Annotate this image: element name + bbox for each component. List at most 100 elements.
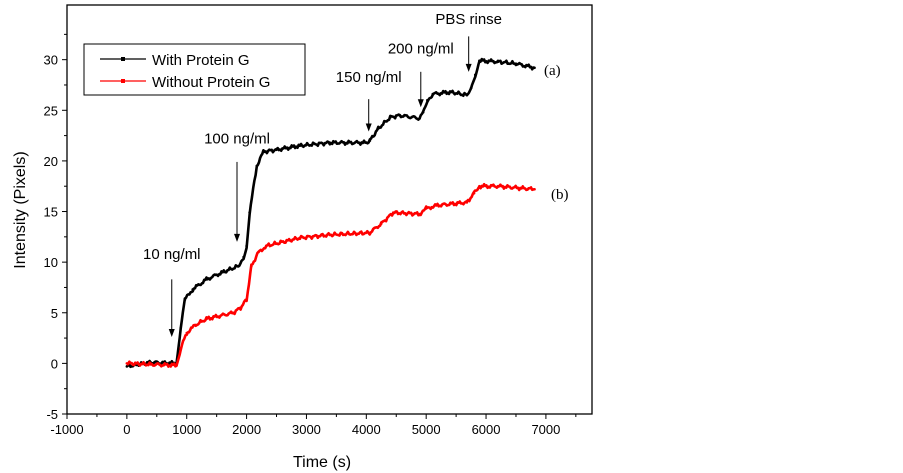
data-point [448,90,452,94]
data-point [185,331,189,335]
data-point [183,298,187,301]
data-point [298,144,302,148]
data-point [379,222,383,225]
y-tick-label: 30 [44,53,58,68]
data-point [232,311,235,315]
series-label-a: (a) [544,63,561,79]
data-point [418,212,421,216]
x-tick-label: 6000 [472,422,501,437]
data-point [205,278,208,281]
annotation-label: PBS rinse [435,11,502,28]
data-point [426,98,429,102]
data-point [262,150,265,154]
data-point [248,211,251,214]
data-point [469,86,473,90]
y-axis: -5 0 5 10 15 20 25 30 [44,33,67,422]
data-point [328,233,332,237]
data-point [255,164,259,168]
data-point [533,187,536,191]
data-point [205,317,208,321]
data-point [298,236,302,240]
series-label-b: (b) [551,187,569,203]
legend: With Protein G Without Protein G [83,43,306,96]
x-tick-label: -1000 [50,422,83,437]
x-tick-label: 3000 [292,422,321,437]
annotation-label: 150 ng/ml [336,69,402,86]
data-point [221,270,224,274]
data-point [149,363,153,366]
annotations: 10 ng/ml 100 ng/ml 150 ng/ml 200 ng/ml PBS r… [143,11,502,338]
data-point [431,92,435,96]
data-point [179,346,183,350]
legend-marker-without-protein-g [121,79,125,83]
data-point [179,326,183,330]
data-point [257,250,260,254]
data-point [368,231,372,235]
y-tick-label: 5 [51,306,58,321]
arrow-head-icon [234,233,241,242]
data-point [514,62,518,66]
y-tick-label: -5 [46,407,58,422]
data-point [245,298,248,301]
data-point [421,111,425,114]
legend-marker-with-protein-g [121,57,125,61]
data-point [496,60,500,63]
x-axis: -1000 0 1000 2000 3000 4000 5000 6000 7000 [50,414,577,437]
annotation-label: 200 ng/ml [388,41,454,58]
x-tick-label: 5000 [412,422,441,437]
data-point [465,93,469,97]
y-axis-label: Intensity (Pixels) [12,151,29,268]
y-tick-label: 10 [44,255,58,270]
annotation-label: 10 ng/ml [143,246,201,263]
data-point [465,201,469,204]
data-point [245,244,248,248]
data-point [424,207,428,210]
data-point [496,184,500,188]
data-point [472,192,476,195]
data-point [478,184,481,188]
data-point [275,148,278,152]
data-point [376,127,380,130]
series-line-with-protein-g [126,57,535,369]
data-point [265,244,268,248]
data-point [125,365,129,368]
data-point [533,66,536,70]
data-point [435,204,438,207]
x-tick-label: 2000 [232,422,261,437]
legend-box [83,43,306,96]
data-point [328,141,332,144]
arrow-head-icon [168,329,175,338]
annotation-label: 100 ng/ml [204,131,270,148]
data-point [250,264,253,268]
x-tick-label: 1000 [172,422,201,437]
arrow-head-icon [365,123,372,132]
data-point [194,323,198,327]
data-point [191,288,195,291]
x-tick-label: 0 [123,422,130,437]
y-tick-label: 25 [44,103,58,118]
data-point [478,59,481,62]
data-point [473,73,477,77]
legend-label-with-protein-g: With Protein G [152,52,250,69]
x-tick-label: 7000 [531,422,560,437]
data-point [418,117,421,120]
series-line-without-protein-g [126,182,535,368]
data-point [368,139,372,142]
data-point [175,364,178,367]
arrow-head-icon [417,99,424,108]
x-tick-label: 4000 [352,422,381,437]
series-group [125,57,536,369]
plot-frame [66,4,593,415]
data-point [239,306,242,310]
arrow-head-icon [465,63,472,72]
y-tick-label: 0 [51,356,58,371]
data-point [125,362,129,365]
data-point [236,264,240,268]
data-point [398,114,402,117]
data-point [391,211,395,214]
y-tick-label: 15 [44,205,58,220]
legend-label-without-protein-g: Without Protein G [152,74,270,91]
x-axis-label: Time (s) [293,454,351,471]
